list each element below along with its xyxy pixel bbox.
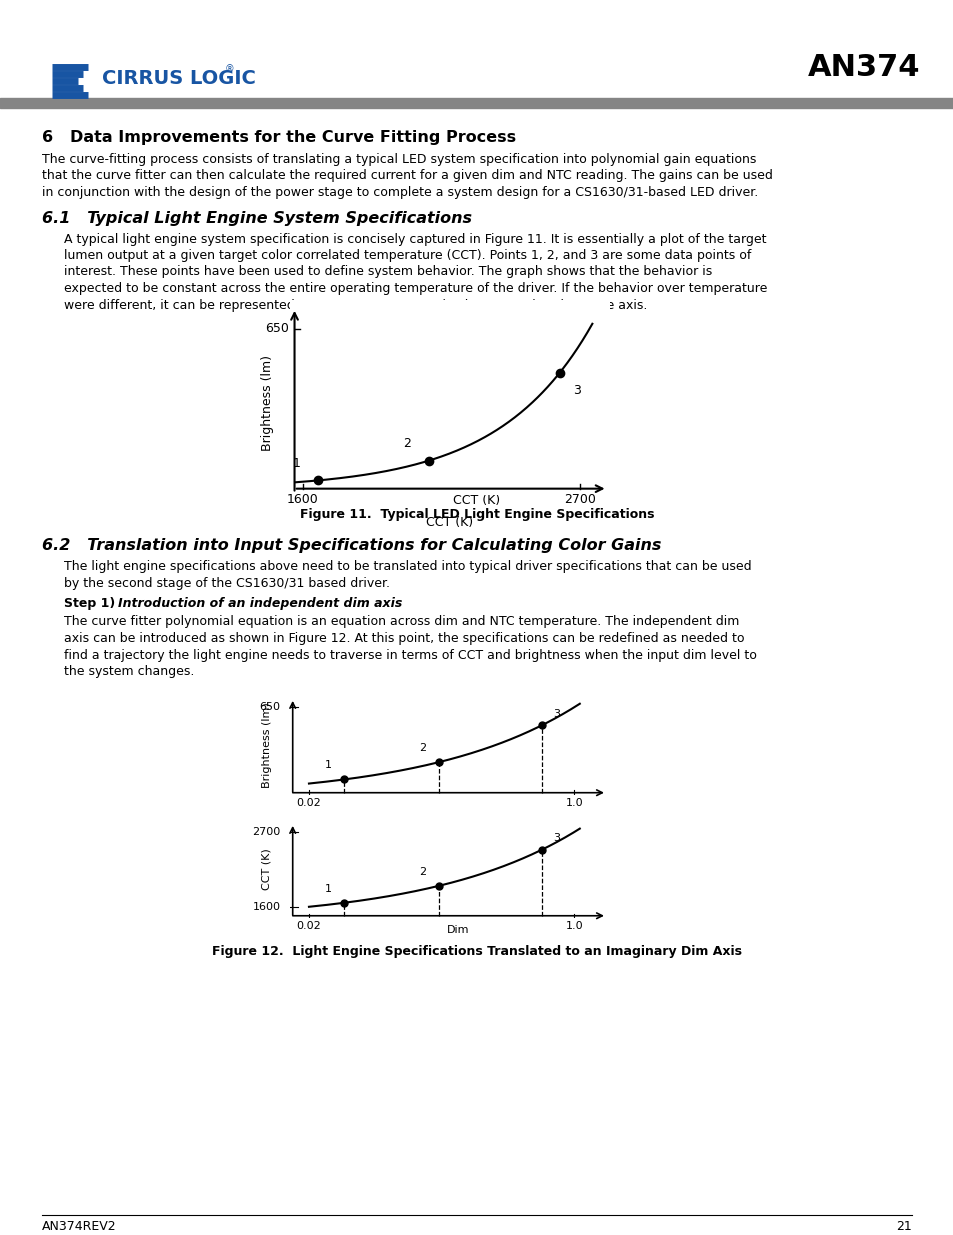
Text: 1: 1 xyxy=(293,457,300,469)
Text: expected to be constant across the entire operating temperature of the driver. I: expected to be constant across the entir… xyxy=(64,282,766,295)
Text: 0.02: 0.02 xyxy=(296,921,321,931)
Text: axis can be introduced as shown in Figure 12. At this point, the specifications : axis can be introduced as shown in Figur… xyxy=(64,632,743,645)
Text: 1600: 1600 xyxy=(287,494,318,506)
Text: 6   Data Improvements for the Curve Fitting Process: 6 Data Improvements for the Curve Fittin… xyxy=(42,130,516,144)
Text: 1.0: 1.0 xyxy=(565,799,582,809)
Text: 6.2   Translation into Input Specifications for Calculating Color Gains: 6.2 Translation into Input Specification… xyxy=(42,538,660,553)
Text: lumen output at a given target color correlated temperature (CCT). Points 1, 2, : lumen output at a given target color cor… xyxy=(64,249,751,262)
Text: 650: 650 xyxy=(265,322,289,335)
Text: CCT (K): CCT (K) xyxy=(426,515,473,529)
Text: CCT (K): CCT (K) xyxy=(262,848,272,890)
Text: that the curve fitter can then calculate the required current for a given dim an: that the curve fitter can then calculate… xyxy=(42,169,772,183)
Text: were different, it can be represented as separate parameterized curves using the: were different, it can be represented as… xyxy=(64,299,647,311)
Text: The curve fitter polynomial equation is an equation across dim and NTC temperatu: The curve fitter polynomial equation is … xyxy=(64,615,739,629)
Text: 2: 2 xyxy=(403,437,411,450)
Text: 1600: 1600 xyxy=(253,902,280,911)
Text: 2700: 2700 xyxy=(563,494,595,506)
Text: 650: 650 xyxy=(259,703,280,713)
Text: AN374: AN374 xyxy=(806,53,919,83)
Text: Dim: Dim xyxy=(446,925,469,935)
Text: 6.1   Typical Light Engine System Specifications: 6.1 Typical Light Engine System Specific… xyxy=(42,210,472,226)
Text: CIRRUS LOGIC: CIRRUS LOGIC xyxy=(102,69,255,89)
Text: 3: 3 xyxy=(573,384,580,396)
Text: AN374REV2: AN374REV2 xyxy=(42,1220,116,1233)
Text: A typical light engine system specification is concisely captured in Figure 11. : A typical light engine system specificat… xyxy=(64,232,765,246)
Text: Brightness (lm): Brightness (lm) xyxy=(260,354,274,451)
Text: CCT (K): CCT (K) xyxy=(453,494,500,508)
Text: 1.0: 1.0 xyxy=(565,921,582,931)
Text: Introduction of an independent dim axis: Introduction of an independent dim axis xyxy=(118,597,402,610)
Text: Brightness (lm): Brightness (lm) xyxy=(262,703,272,788)
Text: 3: 3 xyxy=(553,709,559,719)
Text: 2: 2 xyxy=(419,743,426,753)
Text: 21: 21 xyxy=(895,1220,911,1233)
Text: 3: 3 xyxy=(553,834,559,844)
Text: ®: ® xyxy=(225,64,234,74)
Text: Figure 11.  Typical LED Light Engine Specifications: Figure 11. Typical LED Light Engine Spec… xyxy=(299,508,654,521)
Text: 0.02: 0.02 xyxy=(296,799,321,809)
Bar xyxy=(0,98,953,107)
Text: 2700: 2700 xyxy=(252,827,280,837)
Text: 1: 1 xyxy=(324,884,332,894)
Text: by the second stage of the CS1630/31 based driver.: by the second stage of the CS1630/31 bas… xyxy=(64,577,390,589)
Text: Figure 12.  Light Engine Specifications Translated to an Imaginary Dim Axis: Figure 12. Light Engine Specifications T… xyxy=(212,945,741,958)
Text: in conjunction with the design of the power stage to complete a system design fo: in conjunction with the design of the po… xyxy=(42,186,758,199)
Text: The light engine specifications above need to be translated into typical driver : The light engine specifications above ne… xyxy=(64,559,751,573)
Text: The curve-fitting process consists of translating a typical LED system specifica: The curve-fitting process consists of tr… xyxy=(42,153,756,165)
Text: Step 1): Step 1) xyxy=(64,597,115,610)
Text: find a trajectory the light engine needs to traverse in terms of CCT and brightn: find a trajectory the light engine needs… xyxy=(64,648,756,662)
Text: 2: 2 xyxy=(419,867,426,877)
Text: the system changes.: the system changes. xyxy=(64,664,194,678)
Text: interest. These points have been used to define system behavior. The graph shows: interest. These points have been used to… xyxy=(64,266,712,279)
Text: 1: 1 xyxy=(324,761,332,771)
